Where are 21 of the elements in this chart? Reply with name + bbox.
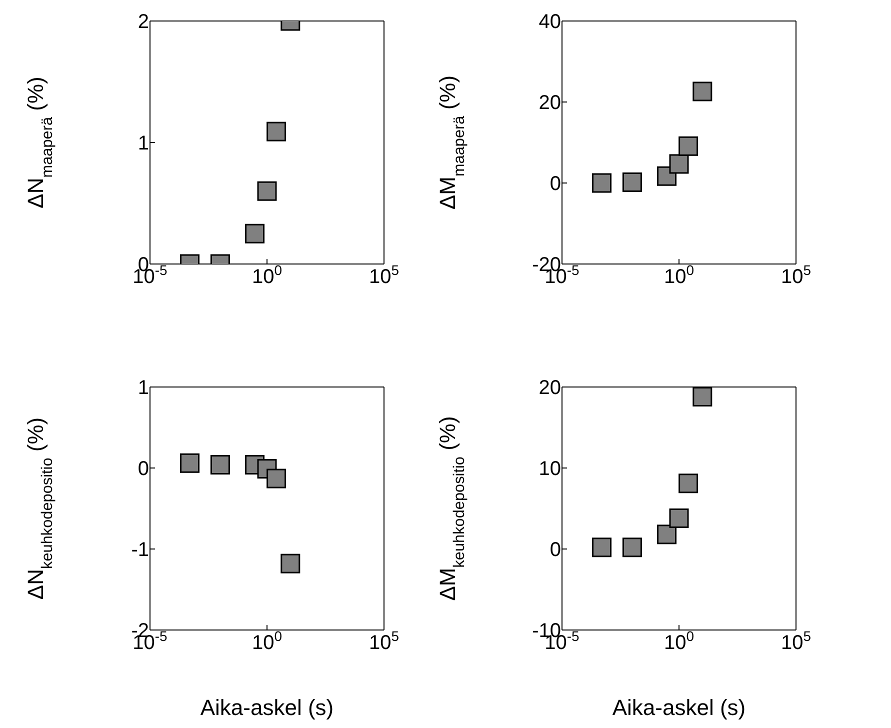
- x-axis-title: Aika-askel (s): [612, 695, 746, 720]
- y-tick-label: 0: [550, 173, 561, 195]
- x-tick-label: 10$^{5}$: [368, 262, 400, 288]
- y-tick-label: 40: [538, 11, 561, 33]
- y-tick-label: 10: [538, 458, 561, 480]
- x-tick-label: 10$^{0}$: [664, 628, 694, 654]
- x-tick-label: 10$^{0}$: [252, 262, 282, 288]
- x-tick-label: 10$^{5}$: [368, 628, 400, 654]
- x-tick-label: 10$^{0}$: [664, 262, 694, 288]
- y-tick-label: -1: [131, 539, 149, 561]
- y-tick-label: 2: [138, 11, 149, 33]
- y-tick-label: 0: [138, 458, 149, 480]
- y-tick-label: 20: [538, 377, 561, 399]
- x-tick-label: 10$^{5}$: [780, 628, 812, 654]
- y-tick-label: 1: [138, 377, 149, 399]
- y-tick-label: 1: [138, 132, 149, 154]
- x-axis-title: Aika-askel (s): [200, 695, 334, 720]
- y-tick-label: 0: [550, 539, 561, 561]
- x-tick-label: 10$^{5}$: [780, 262, 812, 288]
- y-tick-label: 20: [538, 92, 561, 114]
- x-tick-label: 10$^{0}$: [252, 628, 282, 654]
